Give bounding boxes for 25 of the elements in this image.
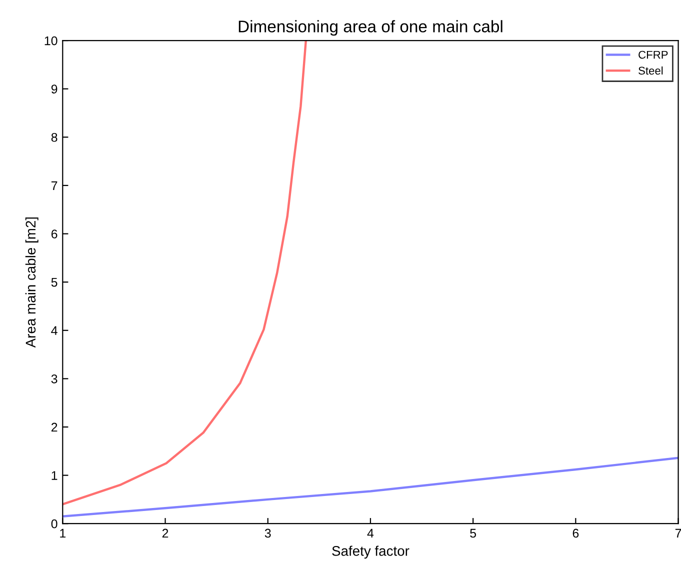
y-tick-label: 7 xyxy=(51,181,58,190)
y-tick-label: 10 xyxy=(44,36,58,46)
x-tick-label: 3 xyxy=(264,528,271,538)
x-tick-label: 4 xyxy=(367,528,374,538)
y-tick-label: 3 xyxy=(51,374,58,384)
line-series xyxy=(62,40,307,506)
y-tick-label: 8 xyxy=(51,132,58,142)
x-axis-title: Safety factor xyxy=(332,546,410,559)
y-tick-label: 9 xyxy=(51,84,58,94)
x-tick-label: 2 xyxy=(162,528,168,538)
y-tick-label: 0 xyxy=(51,519,58,528)
legend-label: CFRP xyxy=(638,50,668,59)
x-tick-label: 1 xyxy=(60,528,66,538)
x-tick-label: 6 xyxy=(572,528,579,538)
legend-label: Steel xyxy=(638,66,663,75)
y-tick-label: 6 xyxy=(51,230,58,238)
y-tick-label: 4 xyxy=(51,326,58,335)
y-tick-label: 5 xyxy=(51,278,58,287)
x-tick-label: 5 xyxy=(470,528,476,538)
line-series xyxy=(62,456,678,518)
y-tick-label: 2 xyxy=(51,422,58,432)
x-tick-label: 7 xyxy=(675,528,681,538)
y-axis-title: Area main cable [m2] xyxy=(25,217,38,348)
y-tick-label: 1 xyxy=(52,471,58,480)
chart-title: Dimensioning area of one main cabl xyxy=(238,20,502,36)
